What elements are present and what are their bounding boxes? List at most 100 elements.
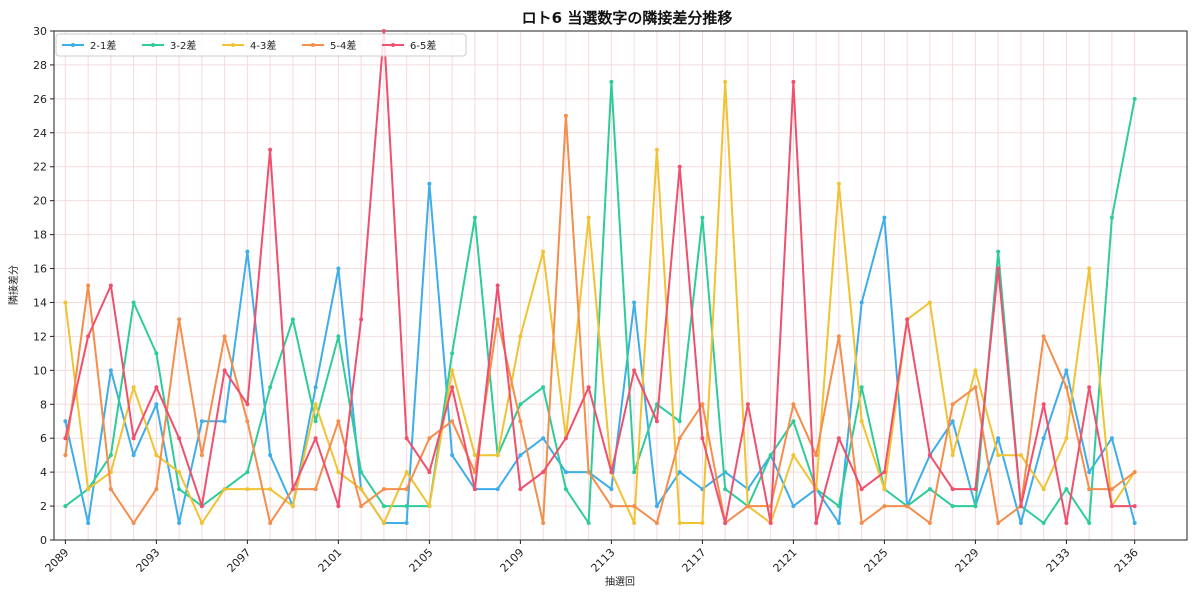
data-point bbox=[177, 317, 182, 322]
series-line bbox=[64, 80, 1136, 524]
data-point bbox=[927, 487, 932, 492]
data-point bbox=[768, 453, 773, 458]
legend-marker bbox=[71, 43, 75, 47]
data-point bbox=[836, 436, 841, 441]
data-point bbox=[1087, 470, 1092, 475]
y-tick-label: 0 bbox=[40, 534, 47, 547]
data-point bbox=[177, 470, 182, 475]
legend-marker bbox=[151, 43, 155, 47]
data-point bbox=[1109, 215, 1114, 220]
data-point bbox=[108, 368, 113, 373]
x-axis-ticks: 2089 2093 2097 2101 2105 2109 2113 2117 2121 2125… bbox=[43, 540, 1141, 575]
data-point bbox=[836, 504, 841, 509]
data-point bbox=[86, 487, 91, 492]
legend-label: 3-2差 bbox=[170, 39, 196, 52]
data-point bbox=[290, 504, 295, 509]
data-point bbox=[905, 504, 910, 509]
data-point bbox=[1041, 436, 1046, 441]
data-point bbox=[586, 521, 591, 526]
x-tick-label: 2133 bbox=[1044, 546, 1073, 575]
data-point bbox=[996, 249, 1001, 254]
data-point bbox=[450, 385, 455, 390]
y-tick-label: 6 bbox=[40, 432, 47, 445]
data-point bbox=[859, 385, 864, 390]
data-point bbox=[1018, 453, 1023, 458]
data-point bbox=[632, 300, 637, 305]
data-point bbox=[63, 453, 68, 458]
data-point bbox=[1087, 521, 1092, 526]
y-tick-label: 8 bbox=[40, 398, 47, 411]
data-point bbox=[973, 368, 978, 373]
data-point bbox=[268, 487, 273, 492]
legend-label: 6-5差 bbox=[410, 39, 436, 52]
data-point bbox=[336, 504, 341, 509]
data-point bbox=[359, 504, 364, 509]
y-axis-label: 隣接差分 bbox=[7, 265, 20, 305]
data-point bbox=[1087, 487, 1092, 492]
data-point bbox=[677, 436, 682, 441]
data-point bbox=[1018, 504, 1023, 509]
data-point bbox=[108, 487, 113, 492]
data-point bbox=[404, 487, 409, 492]
data-point bbox=[1041, 487, 1046, 492]
data-point bbox=[359, 317, 364, 322]
data-point bbox=[882, 215, 887, 220]
data-point bbox=[268, 453, 273, 458]
data-point bbox=[541, 249, 546, 254]
data-point bbox=[563, 470, 568, 475]
data-point bbox=[973, 385, 978, 390]
data-point bbox=[154, 351, 159, 356]
data-point bbox=[245, 419, 250, 424]
data-point bbox=[950, 419, 955, 424]
data-point bbox=[1064, 521, 1069, 526]
data-point bbox=[882, 504, 887, 509]
data-point bbox=[768, 521, 773, 526]
series-lines bbox=[63, 29, 1137, 526]
data-point bbox=[1064, 385, 1069, 390]
x-tick-label: 2109 bbox=[498, 546, 527, 575]
chart-title: ロト6 当選数字の隣接差分推移 bbox=[522, 9, 733, 27]
data-point bbox=[791, 419, 796, 424]
data-point bbox=[1109, 436, 1114, 441]
legend-label: 2-1差 bbox=[90, 39, 116, 52]
data-point bbox=[472, 215, 477, 220]
y-tick-label: 16 bbox=[33, 263, 47, 276]
x-tick-label: 2089 bbox=[43, 546, 72, 575]
data-point bbox=[791, 504, 796, 509]
data-point bbox=[63, 436, 68, 441]
legend-item: 5-4差 bbox=[302, 39, 356, 52]
data-point bbox=[427, 504, 432, 509]
data-point bbox=[859, 487, 864, 492]
x-tick-label: 2136 bbox=[1112, 546, 1141, 575]
data-point bbox=[1087, 266, 1092, 271]
data-point bbox=[154, 453, 159, 458]
data-point bbox=[131, 300, 136, 305]
data-point bbox=[632, 368, 637, 373]
x-tick-label: 2129 bbox=[953, 546, 982, 575]
data-point bbox=[177, 521, 182, 526]
data-point bbox=[268, 385, 273, 390]
data-point bbox=[541, 436, 546, 441]
data-point bbox=[222, 334, 227, 339]
data-point bbox=[836, 334, 841, 339]
data-point bbox=[313, 419, 318, 424]
legend-label: 5-4差 bbox=[330, 39, 356, 52]
data-point bbox=[1132, 504, 1137, 509]
series-5 bbox=[63, 29, 1137, 526]
data-point bbox=[1132, 96, 1137, 101]
data-point bbox=[563, 487, 568, 492]
series-line bbox=[64, 30, 1135, 524]
data-point bbox=[154, 402, 159, 407]
x-tick-label: 2113 bbox=[589, 546, 618, 575]
data-point bbox=[814, 453, 819, 458]
data-point bbox=[131, 385, 136, 390]
data-point bbox=[177, 487, 182, 492]
data-point bbox=[381, 487, 386, 492]
data-point bbox=[1109, 504, 1114, 509]
y-tick-label: 12 bbox=[33, 330, 47, 343]
data-point bbox=[131, 436, 136, 441]
x-axis-label: 抽選回 bbox=[605, 575, 635, 588]
data-point bbox=[609, 504, 614, 509]
data-point bbox=[268, 521, 273, 526]
